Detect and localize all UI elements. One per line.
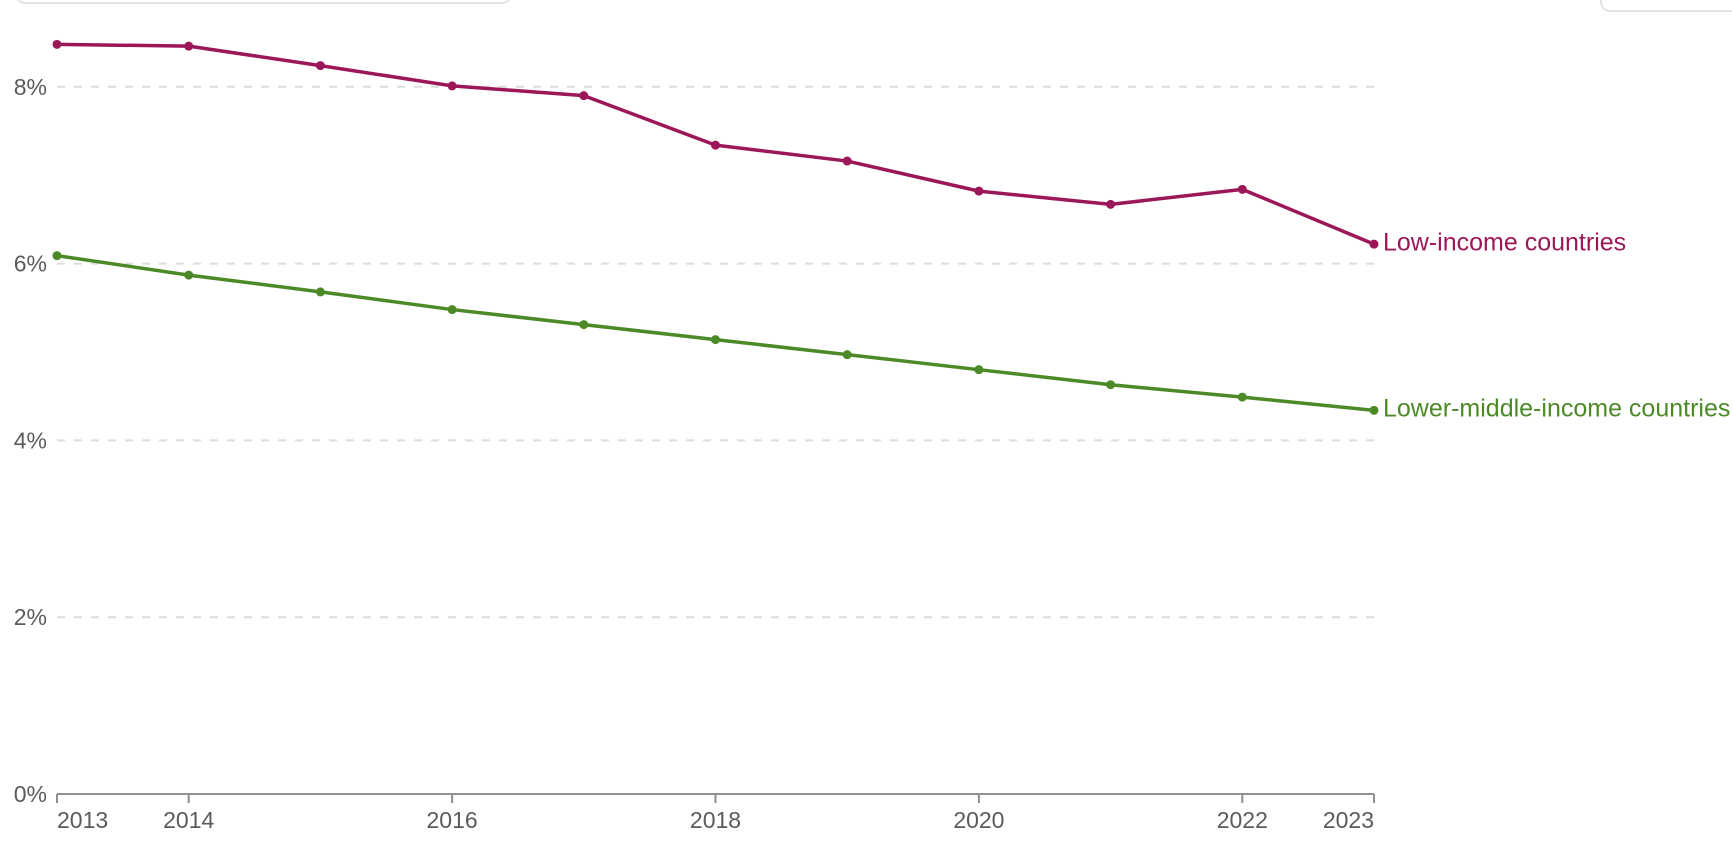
- y-axis-tick-label: 0%: [14, 781, 47, 807]
- data-point[interactable]: [711, 335, 720, 345]
- data-point[interactable]: [1369, 405, 1379, 415]
- data-point[interactable]: [974, 186, 984, 196]
- x-axis-tick-label: 2013: [57, 807, 108, 833]
- data-point[interactable]: [1369, 239, 1379, 249]
- y-axis-tick-label: 6%: [14, 251, 47, 277]
- data-point[interactable]: [447, 305, 457, 315]
- x-axis-tick-label: 2020: [953, 807, 1004, 833]
- data-point[interactable]: [1237, 184, 1247, 194]
- y-axis-tick-label: 8%: [14, 74, 47, 100]
- data-point[interactable]: [447, 81, 457, 91]
- x-axis-tick-label: 2016: [427, 807, 478, 833]
- y-axis-tick-label: 2%: [14, 604, 47, 630]
- data-point[interactable]: [1106, 380, 1116, 390]
- x-axis-tick-label: 2022: [1217, 807, 1268, 833]
- x-axis-tick-label: 2014: [163, 807, 214, 833]
- data-point[interactable]: [579, 91, 589, 101]
- data-point[interactable]: [1237, 392, 1247, 402]
- data-point[interactable]: [52, 39, 62, 49]
- data-point[interactable]: [315, 61, 325, 71]
- series-label-low-income: Low-income countries: [1383, 228, 1627, 257]
- y-axis-tick-label: 4%: [14, 427, 47, 453]
- series-label-lower-middle-income: Lower-middle-income countries: [1383, 395, 1731, 424]
- data-point[interactable]: [711, 140, 720, 150]
- x-axis-tick-label: 2018: [690, 807, 741, 833]
- data-point[interactable]: [842, 350, 852, 360]
- data-point[interactable]: [579, 320, 589, 330]
- data-point[interactable]: [52, 251, 62, 261]
- data-point[interactable]: [842, 156, 852, 166]
- data-point[interactable]: [1106, 199, 1116, 209]
- data-point[interactable]: [184, 270, 194, 280]
- data-point[interactable]: [315, 287, 325, 297]
- x-axis-tick-label: 2023: [1323, 807, 1374, 833]
- cutoff-action-card[interactable]: [1600, 0, 1732, 12]
- data-point[interactable]: [974, 365, 984, 375]
- series-line-1: [55, 253, 1376, 413]
- data-point[interactable]: [184, 41, 194, 51]
